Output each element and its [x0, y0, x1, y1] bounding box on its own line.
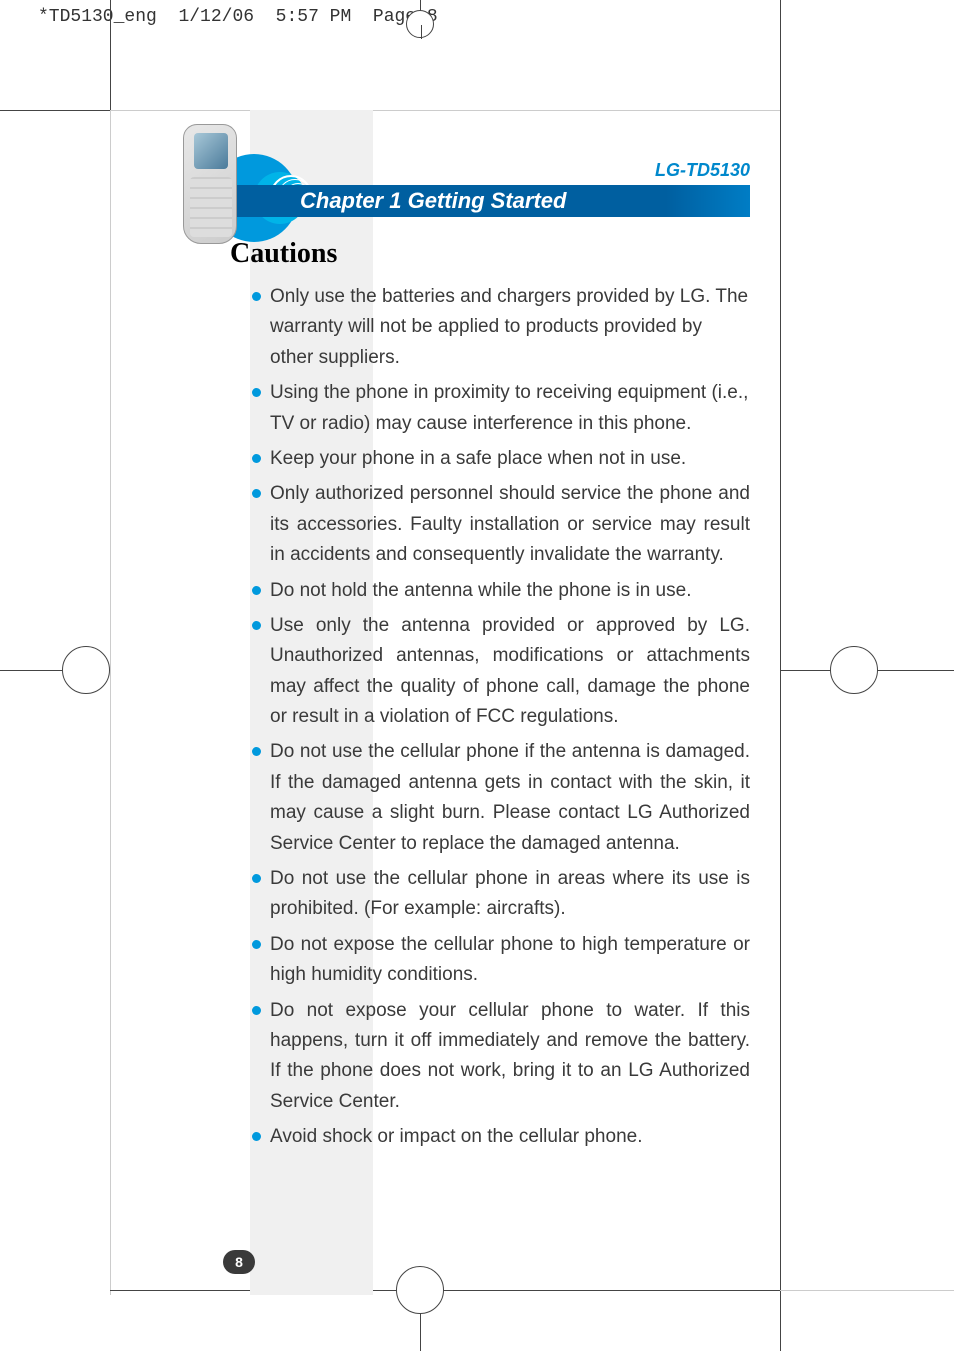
caution-item: Do not hold the antenna while the phone …	[252, 576, 750, 606]
phone-icon	[183, 124, 237, 244]
caution-item: Keep your phone in a safe place when not…	[252, 444, 750, 474]
chapter-title: Chapter 1 Getting Started	[300, 188, 566, 214]
crop-line	[780, 1290, 954, 1291]
caution-item: Do not expose your cellular phone to wat…	[252, 996, 750, 1118]
cautions-list: Only use the batteries and chargers prov…	[252, 282, 750, 1158]
caution-item: Only use the batteries and chargers prov…	[252, 282, 750, 373]
model-label: LG-TD5130	[655, 160, 750, 181]
caution-item: Use only the antenna provided or approve…	[252, 611, 750, 733]
registration-mark-icon	[62, 646, 110, 694]
crop-line	[110, 0, 111, 110]
caution-item: Do not use the cellular phone if the ant…	[252, 737, 750, 859]
caution-item: Only authorized personnel should service…	[252, 479, 750, 570]
caution-item: Avoid shock or impact on the cellular ph…	[252, 1122, 750, 1152]
caution-item: Do not use the cellular phone in areas w…	[252, 864, 750, 925]
registration-mark-icon	[406, 10, 434, 38]
caution-item: Using the phone in proximity to receivin…	[252, 378, 750, 439]
crop-line	[780, 0, 781, 1351]
crop-line	[0, 110, 110, 111]
registration-mark-icon	[830, 646, 878, 694]
header-time: 5:57 PM	[276, 7, 352, 27]
print-header: *TD5130_eng 1/12/06 5:57 PM Page 8	[38, 7, 438, 27]
page-content: LG-TD5130 Chapter 1 Getting Started Caut…	[110, 110, 780, 1295]
caution-item: Do not expose the cellular phone to high…	[252, 930, 750, 991]
page-number-badge: 8	[223, 1250, 255, 1274]
chapter-title-bar: Chapter 1 Getting Started	[190, 185, 750, 217]
header-filename: *TD5130_eng	[38, 7, 157, 27]
section-title: Cautions	[230, 238, 337, 270]
header-date: 1/12/06	[178, 7, 254, 27]
